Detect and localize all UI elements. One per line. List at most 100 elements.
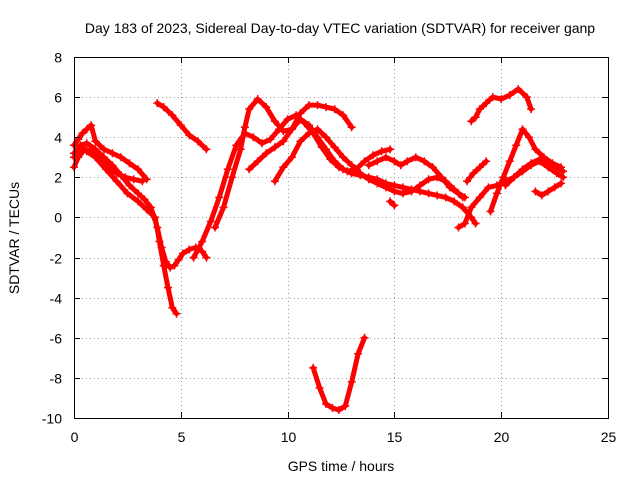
data-point <box>296 109 305 118</box>
y-tick-label: 6 <box>54 90 62 106</box>
data-point <box>189 253 198 262</box>
y-tick-label: 2 <box>54 170 62 186</box>
x-axis-label: GPS time / hours <box>288 458 395 474</box>
data-point <box>305 101 313 110</box>
data-point <box>87 121 96 130</box>
data-point <box>279 163 288 172</box>
data-point <box>390 187 399 196</box>
data-point <box>369 151 377 160</box>
data-point <box>527 159 536 168</box>
x-tick-label: 5 <box>178 429 186 445</box>
data-point <box>475 163 484 172</box>
data-point <box>253 157 262 166</box>
data-point <box>458 203 467 212</box>
data-point <box>125 159 134 168</box>
data-point <box>505 157 514 166</box>
data-point <box>170 261 179 270</box>
data-point <box>305 121 313 130</box>
data-point <box>505 91 514 100</box>
data-layer <box>70 85 568 414</box>
series-track-15 <box>468 86 534 124</box>
data-point <box>433 191 442 200</box>
data-point <box>322 133 330 142</box>
data-point <box>377 147 386 156</box>
data-point <box>347 169 356 178</box>
data-point <box>219 203 228 212</box>
data-point <box>381 153 390 162</box>
y-tick-label: 4 <box>54 130 62 146</box>
data-point <box>463 177 471 186</box>
y-axis-label: SDTVAR / TECUs <box>6 182 22 294</box>
data-point <box>313 101 322 110</box>
data-point <box>202 253 211 262</box>
data-point <box>471 219 480 228</box>
series-track-10 <box>310 335 367 413</box>
data-point <box>471 113 480 122</box>
data-point <box>206 217 215 226</box>
data-point <box>253 95 262 104</box>
data-point <box>354 349 363 358</box>
data-point <box>460 219 469 228</box>
data-point <box>535 155 544 164</box>
data-point <box>330 157 339 166</box>
data-point <box>484 183 493 192</box>
data-point <box>258 139 266 148</box>
data-point <box>76 143 85 152</box>
data-point <box>322 400 330 408</box>
data-point <box>279 137 288 146</box>
data-point <box>518 165 527 174</box>
data-point <box>527 105 536 114</box>
data-point <box>240 123 249 132</box>
data-point <box>296 137 305 146</box>
x-tick-label: 15 <box>387 429 403 445</box>
plot-frame <box>74 57 609 419</box>
data-point <box>450 197 459 206</box>
data-point <box>416 181 424 190</box>
data-point <box>475 105 484 114</box>
data-point <box>328 404 337 412</box>
data-point <box>364 175 373 184</box>
data-point <box>488 93 497 102</box>
data-point <box>245 165 254 174</box>
data-point <box>501 181 510 190</box>
data-point <box>467 203 476 212</box>
data-point <box>215 193 224 202</box>
data-point <box>531 187 540 196</box>
data-point <box>134 165 143 174</box>
data-point <box>309 363 318 372</box>
data-point <box>499 173 508 182</box>
data-point <box>245 105 254 114</box>
data-point <box>514 85 523 94</box>
y-tick-label: 8 <box>54 50 62 66</box>
data-point <box>522 93 531 102</box>
data-point <box>386 197 395 206</box>
data-point <box>445 183 454 192</box>
chart-title: Day 183 of 2023, Sidereal Day-to-day VTE… <box>85 20 595 36</box>
data-point <box>544 159 553 168</box>
data-point <box>525 133 533 142</box>
y-tick-label: 0 <box>54 210 62 226</box>
y-tick-label: -4 <box>50 291 63 307</box>
data-point <box>518 125 527 134</box>
data-point <box>287 125 296 134</box>
data-point <box>112 169 121 178</box>
data-point <box>168 111 177 120</box>
data-point <box>552 163 561 172</box>
data-point <box>134 189 143 198</box>
data-point <box>117 153 125 162</box>
data-point <box>121 173 130 182</box>
data-point <box>411 153 420 162</box>
data-point <box>166 263 175 272</box>
data-point <box>386 145 395 154</box>
series-track-3 <box>71 144 179 317</box>
data-point <box>315 383 324 392</box>
data-point <box>151 213 160 222</box>
data-point <box>236 145 245 154</box>
data-point <box>339 165 348 174</box>
data-point <box>330 105 339 114</box>
data-point <box>129 175 138 184</box>
data-point <box>550 183 559 192</box>
data-point <box>262 149 271 158</box>
data-point <box>193 137 202 146</box>
